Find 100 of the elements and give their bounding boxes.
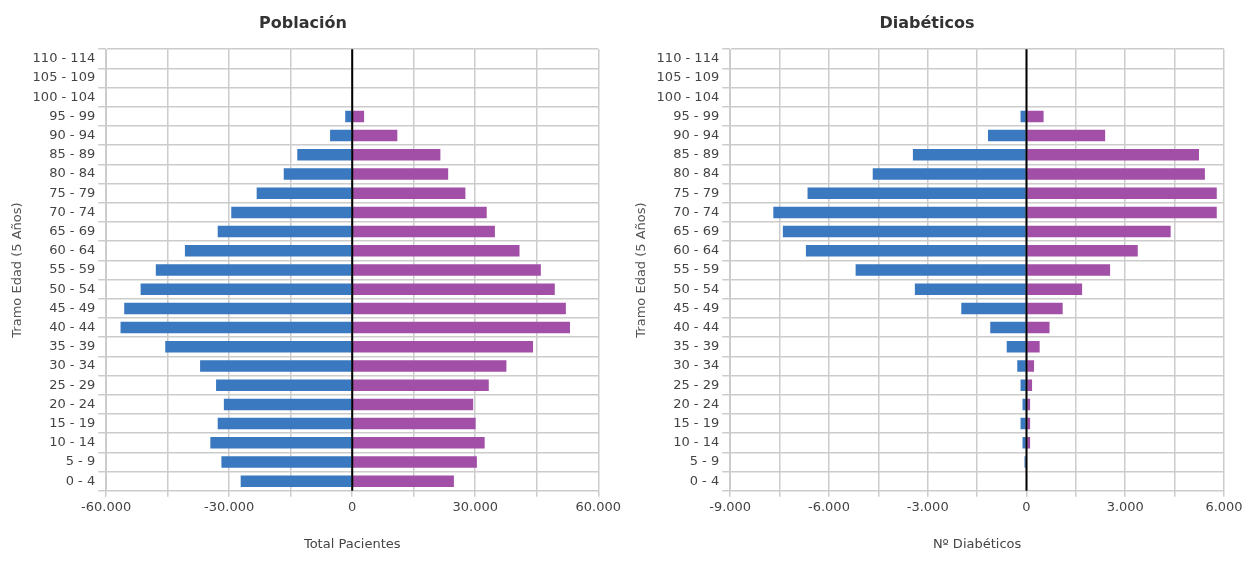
chart-title: Población	[259, 12, 347, 32]
y-tick-label: 60 - 64	[673, 242, 720, 258]
bar	[987, 129, 1026, 142]
y-tick-label: 40 - 44	[673, 318, 720, 334]
y-tick-label: 0 - 4	[689, 472, 720, 488]
y-tick-label: 50 - 54	[49, 280, 96, 296]
bar	[352, 168, 449, 180]
x-tick-label: 0	[348, 498, 357, 514]
y-tick-label: 45 - 49	[673, 299, 720, 315]
bar	[1027, 360, 1035, 372]
y-tick-label: 25 - 29	[49, 376, 96, 392]
chart-title: Diabéticos	[879, 12, 975, 32]
bar	[256, 187, 352, 199]
bar	[1027, 264, 1111, 276]
bar	[297, 149, 352, 161]
y-tick-label: 20 - 24	[673, 395, 720, 411]
y-tick-label: 40 - 44	[49, 318, 96, 334]
y-tick-label: 5 - 9	[65, 453, 96, 469]
bar	[1027, 129, 1106, 142]
y-tick-label: 75 - 79	[673, 184, 720, 200]
bar	[352, 283, 555, 295]
y-tick-label: 70 - 74	[49, 203, 96, 219]
y-tick-label: 85 - 89	[673, 146, 720, 162]
y-tick-label: 105 - 109	[32, 69, 96, 85]
y-tick-label: 15 - 19	[673, 414, 720, 430]
y-tick-label: 35 - 39	[673, 338, 720, 354]
bar	[807, 187, 1026, 199]
bar	[352, 302, 566, 315]
y-tick-label: 65 - 69	[49, 222, 96, 238]
bar	[200, 360, 352, 372]
y-tick-label: 90 - 94	[49, 126, 96, 142]
y-tick-label: 90 - 94	[673, 126, 720, 142]
bar	[855, 264, 1026, 276]
bar	[1027, 341, 1040, 353]
y-tick-label: 20 - 24	[49, 395, 96, 411]
bar	[221, 456, 352, 468]
y-tick-label: 25 - 29	[673, 376, 720, 392]
bar	[782, 225, 1026, 238]
bar	[1027, 245, 1138, 257]
y-tick-label: 55 - 59	[673, 261, 720, 277]
bar	[1027, 283, 1083, 295]
y-tick-label: 10 - 14	[673, 434, 720, 450]
bar	[352, 456, 477, 468]
bar	[216, 379, 352, 391]
bar	[872, 168, 1026, 180]
x-axis-title: Nº Diabéticos	[932, 535, 1022, 551]
bar	[1027, 321, 1050, 334]
x-tick-label: 60.000	[575, 498, 622, 514]
y-tick-label: 95 - 99	[49, 107, 96, 123]
bar	[120, 321, 352, 334]
bar	[352, 398, 474, 411]
bar	[184, 245, 352, 257]
bar	[210, 437, 352, 449]
y-tick-label: 80 - 84	[49, 165, 96, 181]
y-tick-label: 55 - 59	[49, 261, 96, 277]
bar	[805, 245, 1026, 257]
y-tick-label: 60 - 64	[49, 242, 96, 258]
bar	[352, 379, 489, 391]
bar	[352, 225, 495, 238]
bar	[1027, 302, 1063, 315]
bar	[1027, 168, 1205, 180]
bar	[1027, 110, 1044, 123]
y-tick-label: 15 - 19	[49, 414, 96, 430]
y-tick-label: 35 - 39	[49, 338, 96, 354]
y-tick-label: 65 - 69	[673, 222, 720, 238]
x-tick-label: 3.000	[1106, 498, 1144, 514]
x-axis-title: Total Pacientes	[302, 535, 401, 551]
bar	[1027, 437, 1031, 449]
y-tick-label: 80 - 84	[673, 165, 720, 181]
bar	[1027, 379, 1033, 391]
bar	[990, 321, 1026, 334]
bar	[1027, 225, 1171, 238]
bar	[1027, 417, 1031, 430]
bar	[124, 302, 352, 315]
y-tick-label: 30 - 34	[673, 357, 720, 373]
bar	[352, 321, 570, 334]
bar	[352, 264, 541, 276]
y-tick-label: 110 - 114	[32, 50, 96, 66]
x-tick-label: 30.000	[452, 498, 498, 514]
y-tick-label: 75 - 79	[49, 184, 96, 200]
bar	[217, 417, 352, 430]
bar	[1006, 341, 1026, 353]
bar	[1027, 187, 1217, 199]
bar	[240, 475, 352, 487]
bar	[352, 475, 454, 487]
bar	[330, 129, 352, 142]
y-tick-label: 85 - 89	[49, 146, 96, 162]
bar	[1027, 149, 1199, 161]
x-tick-label: -30.000	[204, 498, 255, 514]
bar	[155, 264, 352, 276]
x-tick-label: -6.000	[807, 498, 850, 514]
y-tick-label: 100 - 104	[32, 88, 96, 104]
bar	[352, 341, 534, 353]
y-tick-label: 10 - 14	[49, 434, 96, 450]
bar	[352, 110, 365, 123]
bar	[1027, 398, 1031, 411]
y-tick-label: 30 - 34	[49, 357, 96, 373]
x-tick-label: -3.000	[906, 498, 949, 514]
bar	[1027, 206, 1217, 219]
y-tick-label: 100 - 104	[656, 88, 720, 104]
